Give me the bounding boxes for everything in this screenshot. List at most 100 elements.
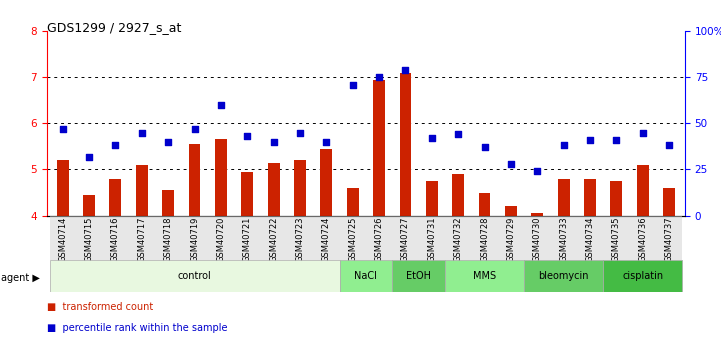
Bar xyxy=(426,181,438,345)
Bar xyxy=(162,190,174,345)
Bar xyxy=(611,181,622,345)
Bar xyxy=(392,260,445,292)
Bar xyxy=(294,160,306,345)
Text: cisplatin: cisplatin xyxy=(622,271,663,281)
Point xyxy=(558,143,570,148)
Point xyxy=(84,154,95,159)
Point xyxy=(452,132,464,137)
Bar xyxy=(373,79,385,345)
Bar xyxy=(215,139,227,345)
Point xyxy=(584,137,596,143)
Bar xyxy=(313,216,340,260)
Bar xyxy=(128,216,155,260)
Text: GSM40736: GSM40736 xyxy=(638,217,647,262)
Bar xyxy=(445,216,472,260)
Point xyxy=(268,139,280,145)
Bar xyxy=(550,216,577,260)
Point xyxy=(637,130,648,135)
Point xyxy=(531,169,543,174)
Text: GSM40718: GSM40718 xyxy=(164,217,172,262)
Bar xyxy=(531,213,543,345)
Bar xyxy=(242,172,253,345)
Point xyxy=(242,134,253,139)
Point xyxy=(136,130,148,135)
Bar xyxy=(110,179,121,345)
Point xyxy=(321,139,332,145)
Bar xyxy=(479,193,490,345)
Text: NaCl: NaCl xyxy=(355,271,377,281)
Text: GSM40725: GSM40725 xyxy=(348,217,357,262)
Text: agent ▶: agent ▶ xyxy=(1,273,40,283)
Bar xyxy=(577,216,603,260)
Text: GSM40737: GSM40737 xyxy=(665,217,673,262)
Bar xyxy=(663,188,675,345)
Bar xyxy=(603,216,629,260)
Bar xyxy=(505,206,517,345)
Text: GSM40732: GSM40732 xyxy=(454,217,463,262)
Text: ■  percentile rank within the sample: ■ percentile rank within the sample xyxy=(47,323,227,333)
Text: MMS: MMS xyxy=(473,271,496,281)
Bar xyxy=(182,216,208,260)
Point xyxy=(611,137,622,143)
Text: ■  transformed count: ■ transformed count xyxy=(47,302,153,312)
Text: GSM40716: GSM40716 xyxy=(111,217,120,262)
Point xyxy=(399,67,411,72)
Bar xyxy=(136,165,148,345)
Bar xyxy=(419,216,445,260)
Bar xyxy=(57,160,68,345)
Bar xyxy=(102,216,128,260)
Bar xyxy=(399,72,412,345)
Bar xyxy=(76,216,102,260)
Bar xyxy=(320,149,332,345)
Bar xyxy=(524,216,550,260)
Point xyxy=(663,143,675,148)
Text: GSM40731: GSM40731 xyxy=(428,217,436,262)
Bar xyxy=(445,260,524,292)
Bar xyxy=(347,188,358,345)
Bar xyxy=(234,216,260,260)
Point xyxy=(479,145,490,150)
Bar xyxy=(392,216,419,260)
Point xyxy=(110,143,121,148)
Text: GSM40728: GSM40728 xyxy=(480,217,489,262)
Bar xyxy=(50,216,76,260)
Text: GSM40735: GSM40735 xyxy=(612,217,621,262)
Text: control: control xyxy=(177,271,211,281)
Text: GSM40726: GSM40726 xyxy=(375,217,384,262)
Text: GSM40714: GSM40714 xyxy=(58,217,67,262)
Text: GSM40730: GSM40730 xyxy=(533,217,541,262)
Bar xyxy=(603,260,682,292)
Bar xyxy=(629,216,656,260)
Bar xyxy=(340,216,366,260)
Text: GSM40727: GSM40727 xyxy=(401,217,410,262)
Point xyxy=(347,82,358,87)
Point xyxy=(505,161,517,167)
Bar xyxy=(584,179,596,345)
Bar xyxy=(656,216,682,260)
Text: GSM40719: GSM40719 xyxy=(190,217,199,262)
Text: GSM40722: GSM40722 xyxy=(269,217,278,262)
Text: GSM40723: GSM40723 xyxy=(296,217,304,262)
Bar xyxy=(208,216,234,260)
Point xyxy=(189,126,200,132)
Bar xyxy=(558,179,570,345)
Text: GDS1299 / 2927_s_at: GDS1299 / 2927_s_at xyxy=(47,21,181,34)
Bar xyxy=(497,216,524,260)
Bar xyxy=(260,216,287,260)
Point xyxy=(373,75,385,80)
Text: GSM40715: GSM40715 xyxy=(84,217,94,262)
Bar xyxy=(267,162,280,345)
Text: bleomycin: bleomycin xyxy=(539,271,589,281)
Bar xyxy=(524,260,603,292)
Text: GSM40724: GSM40724 xyxy=(322,217,331,262)
Point xyxy=(294,130,306,135)
Text: GSM40729: GSM40729 xyxy=(506,217,516,262)
Bar xyxy=(155,216,182,260)
Text: GSM40733: GSM40733 xyxy=(559,217,568,262)
Bar xyxy=(287,216,313,260)
Point xyxy=(57,126,68,132)
Text: GSM40734: GSM40734 xyxy=(585,217,595,262)
Bar xyxy=(340,260,392,292)
Bar xyxy=(637,165,649,345)
Bar xyxy=(189,144,200,345)
